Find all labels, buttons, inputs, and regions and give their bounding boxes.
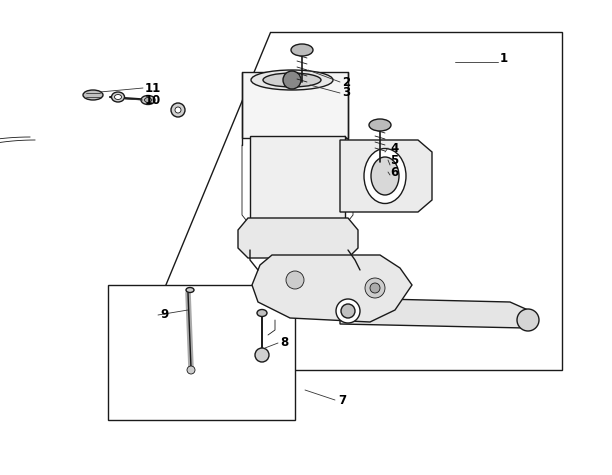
Ellipse shape — [291, 44, 313, 56]
Text: 5: 5 — [390, 153, 398, 167]
Text: 3: 3 — [342, 86, 350, 99]
Text: 7: 7 — [338, 393, 346, 407]
Ellipse shape — [144, 97, 152, 103]
Ellipse shape — [369, 119, 391, 131]
Polygon shape — [340, 298, 530, 328]
Ellipse shape — [186, 287, 194, 293]
Circle shape — [171, 103, 185, 117]
Polygon shape — [252, 255, 412, 322]
Ellipse shape — [263, 73, 321, 87]
Circle shape — [517, 309, 539, 331]
Ellipse shape — [364, 149, 406, 203]
Polygon shape — [130, 32, 562, 370]
Ellipse shape — [141, 95, 155, 104]
Circle shape — [336, 299, 360, 323]
Text: 4: 4 — [390, 142, 398, 154]
Polygon shape — [242, 72, 348, 138]
Ellipse shape — [83, 90, 103, 100]
Text: 8: 8 — [280, 336, 288, 350]
Text: 11: 11 — [145, 82, 161, 95]
Circle shape — [286, 271, 304, 289]
Circle shape — [283, 71, 301, 89]
Text: 9: 9 — [160, 308, 168, 322]
Circle shape — [370, 283, 380, 293]
Text: 6: 6 — [390, 165, 398, 179]
Ellipse shape — [111, 92, 124, 102]
Ellipse shape — [371, 157, 399, 195]
Text: 2: 2 — [342, 76, 350, 88]
Circle shape — [341, 304, 355, 318]
Circle shape — [255, 348, 269, 362]
Ellipse shape — [251, 70, 333, 90]
Ellipse shape — [114, 95, 122, 99]
Ellipse shape — [257, 310, 267, 316]
Polygon shape — [340, 140, 432, 212]
Text: 1: 1 — [500, 51, 508, 65]
Text: 10: 10 — [145, 94, 161, 106]
Circle shape — [365, 278, 385, 298]
Polygon shape — [250, 136, 345, 220]
Circle shape — [187, 366, 195, 374]
Polygon shape — [238, 218, 358, 258]
Circle shape — [175, 107, 181, 113]
Polygon shape — [108, 285, 295, 420]
